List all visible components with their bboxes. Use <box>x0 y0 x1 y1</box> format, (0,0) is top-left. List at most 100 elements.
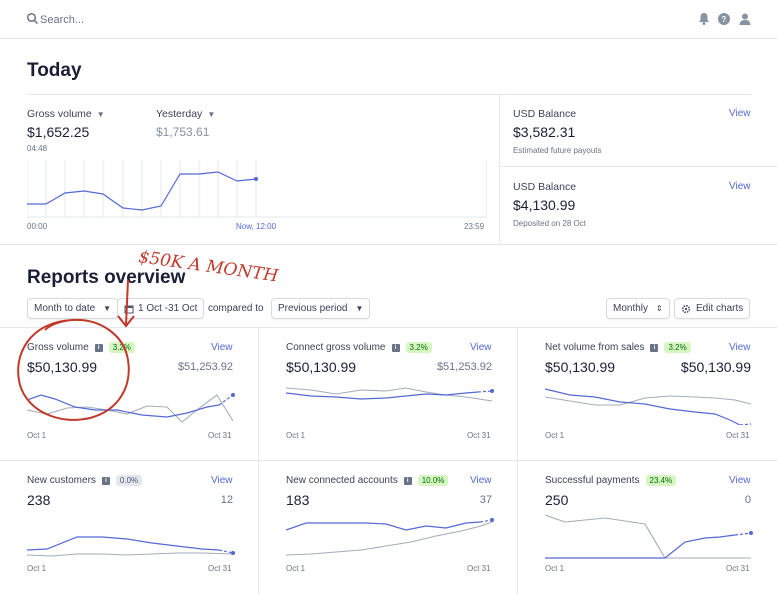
axis-now-label: Now, 12:00 <box>236 222 277 231</box>
page-title-reports: Reports overview <box>27 267 186 288</box>
card-view-link[interactable]: View <box>729 342 751 353</box>
edit-charts-label: Edit charts <box>696 303 744 314</box>
axis-start-label: Oct 1 <box>286 564 306 573</box>
sparkline-chart <box>545 388 752 425</box>
axis-end-label: Oct 31 <box>208 564 232 573</box>
axis-start-label: Oct 1 <box>286 431 306 440</box>
card-title: Gross volume <box>27 342 89 353</box>
usd-balance-value: $4,130.99 <box>513 197 576 213</box>
card-view-link[interactable]: View <box>211 475 233 486</box>
divider <box>0 327 777 328</box>
usd-balance-view-link[interactable]: View <box>729 181 751 192</box>
card-title: Successful payments <box>545 475 640 486</box>
sparkline-chart <box>27 536 235 557</box>
card-previous-value: 0 <box>744 494 751 506</box>
usd-balance-view-link[interactable]: View <box>729 108 751 119</box>
usd-balance-label: USD Balance <box>513 181 577 193</box>
top-bar: ? <box>0 0 777 39</box>
card-previous-value: 12 <box>220 494 233 506</box>
axis-end-label: Oct 31 <box>467 564 491 573</box>
divider <box>27 94 751 95</box>
date-range-label: 1 Oct -31 Oct <box>138 303 198 314</box>
today-volume-chart <box>27 160 487 218</box>
compared-to-label: compared to <box>208 303 264 314</box>
range-select[interactable]: Month to date ▼ <box>27 298 119 319</box>
card-previous-value: $51,253.92 <box>177 361 233 373</box>
card-value: $50,130.99 <box>545 359 616 375</box>
gross-volume-value: $1,652.25 <box>27 124 90 140</box>
account-icon[interactable] <box>737 11 753 27</box>
card-title: Connect gross volume <box>286 342 386 353</box>
info-icon: i <box>403 476 412 485</box>
yesterday-value: $1,753.61 <box>156 125 210 139</box>
change-badge: 10.0% <box>417 475 449 486</box>
chevron-down-icon: ▼ <box>96 110 105 119</box>
usd-balance-value: $3,582.31 <box>513 124 576 140</box>
axis-end-label: Oct 31 <box>208 431 232 440</box>
gross-volume-label: Gross volume <box>27 108 92 120</box>
sparkline-chart <box>286 387 494 402</box>
change-badge: 3.2% <box>664 342 691 353</box>
card-previous-value: $50,130.99 <box>680 359 751 375</box>
axis-start-label: 00:00 <box>27 222 48 231</box>
chevron-updown-icon: ⇕ <box>656 304 663 313</box>
edit-charts-button[interactable]: Edit charts <box>674 298 751 319</box>
change-badge: 23.4% <box>645 475 677 486</box>
change-badge: 3.2% <box>108 342 135 353</box>
sparkline-chart <box>27 393 235 423</box>
compare-select-label: Previous period <box>278 303 348 314</box>
page-title-today: Today <box>27 60 82 81</box>
yesterday-label: Yesterday <box>156 108 203 120</box>
help-icon[interactable]: ? <box>716 11 732 27</box>
axis-end-label: 23:59 <box>464 222 485 231</box>
info-icon: i <box>650 343 659 352</box>
card-previous-value: 37 <box>479 494 492 506</box>
gross-volume-select[interactable]: Gross volume ▼ <box>27 108 105 120</box>
axis-start-label: Oct 1 <box>27 431 47 440</box>
yesterday-select[interactable]: Yesterday ▼ <box>156 108 215 120</box>
divider <box>0 244 777 245</box>
change-badge: 3.2% <box>405 342 432 353</box>
card-title: New connected accounts <box>286 475 398 486</box>
chevron-down-icon: ▼ <box>355 304 364 313</box>
card-value: 238 <box>27 492 51 508</box>
divider <box>517 327 518 594</box>
info-icon: i <box>391 343 400 352</box>
card-title: New customers <box>27 475 96 486</box>
range-select-label: Month to date <box>34 303 96 314</box>
compare-select[interactable]: Previous period ▼ <box>271 298 371 319</box>
card-value: 250 <box>545 492 569 508</box>
card-title: Net volume from sales <box>545 342 645 353</box>
divider <box>499 94 500 244</box>
svg-text:?: ? <box>722 15 727 24</box>
interval-select-label: Monthly <box>613 303 649 314</box>
axis-end-label: Oct 31 <box>726 564 750 573</box>
card-previous-value: $51,253.92 <box>436 361 492 373</box>
divider <box>500 166 777 167</box>
divider <box>0 460 777 461</box>
divider <box>258 327 259 594</box>
search-icon <box>26 12 39 25</box>
card-value: $50,130.99 <box>27 359 98 375</box>
usd-balance-label: USD Balance <box>513 108 577 120</box>
usd-balance-sub: Deposited on 28 Oct <box>513 219 586 228</box>
axis-start-label: Oct 1 <box>545 431 565 440</box>
card-view-link[interactable]: View <box>470 342 492 353</box>
sparkline-chart <box>545 514 753 559</box>
card-view-link[interactable]: View <box>211 342 233 353</box>
gear-icon <box>681 304 691 313</box>
axis-end-label: Oct 31 <box>467 431 491 440</box>
gross-volume-time: 04:48 <box>27 144 48 153</box>
date-range-picker[interactable]: 1 Oct -31 Oct <box>117 298 205 319</box>
card-value: 183 <box>286 492 310 508</box>
bell-icon[interactable] <box>696 11 712 27</box>
axis-start-label: Oct 1 <box>545 564 565 573</box>
card-view-link[interactable]: View <box>729 475 751 486</box>
interval-select[interactable]: Monthly ⇕ <box>606 298 670 319</box>
card-view-link[interactable]: View <box>470 475 492 486</box>
change-badge: 0.0% <box>115 475 143 486</box>
axis-end-label: Oct 31 <box>726 431 750 440</box>
search-input[interactable] <box>40 11 240 29</box>
axis-start-label: Oct 1 <box>27 564 47 573</box>
chevron-down-icon: ▼ <box>103 304 112 313</box>
